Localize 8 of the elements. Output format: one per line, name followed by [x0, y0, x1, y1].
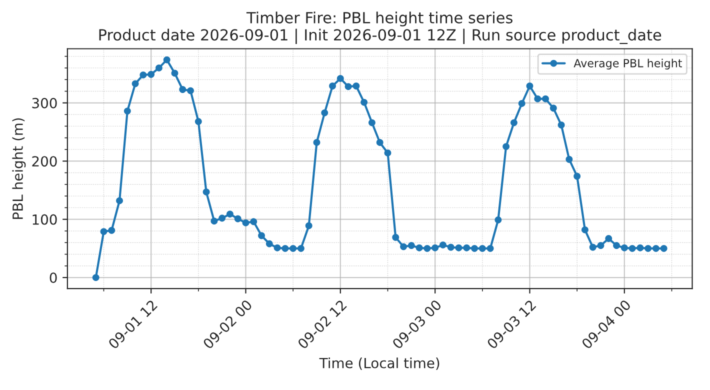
- y-tick-label: 200: [32, 156, 57, 167]
- y-tick-label: 0: [50, 272, 57, 284]
- y-tick-label: 300: [32, 98, 57, 108]
- legend-label: Average PBL height: [574, 58, 682, 70]
- y-tick-label: 100: [32, 214, 57, 225]
- chart-title: Timber Fire: PBL height time series Product date 2026-09-01 | Init 2026-09-01 12Z | Run source product_date: [99, 12, 662, 44]
- y-axis-title: PBL height (m): [12, 118, 26, 219]
- x-axis-title: Time (Local time): [319, 358, 440, 370]
